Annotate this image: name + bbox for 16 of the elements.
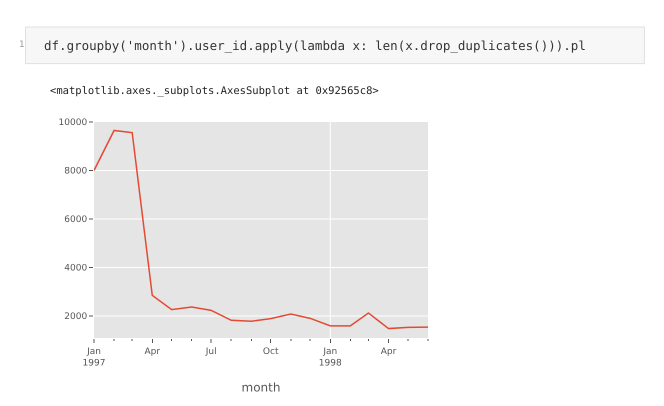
- x-tick-label: Apr: [380, 346, 397, 357]
- y-tick-label: 10000: [58, 118, 88, 128]
- text: <matplotlib.axes._subplots.AxesSubplot at 0x92565c8>: [50, 85, 379, 97]
- x-tick-label: Jan 1998: [318, 346, 342, 368]
- line-series: [94, 130, 428, 330]
- y-tick-label: 6000: [64, 215, 88, 226]
- text: 1: [19, 40, 24, 50]
- x-tick-label: Apr: [144, 346, 160, 357]
- x-tick-label: Jan 1997: [82, 346, 106, 368]
- x-tick-label: Oct: [262, 346, 279, 357]
- x-axis-title: month: [242, 380, 280, 394]
- x-tick-label: Jul: [204, 346, 217, 357]
- y-tick-label: 8000: [64, 166, 88, 177]
- text: df.groupby('month').user_id.apply(lambda x: len(x.drop_duplicates())).pl: [44, 38, 586, 53]
- y-tick-label: 4000: [64, 264, 88, 274]
- y-tick-label: 2000: [64, 312, 88, 322]
